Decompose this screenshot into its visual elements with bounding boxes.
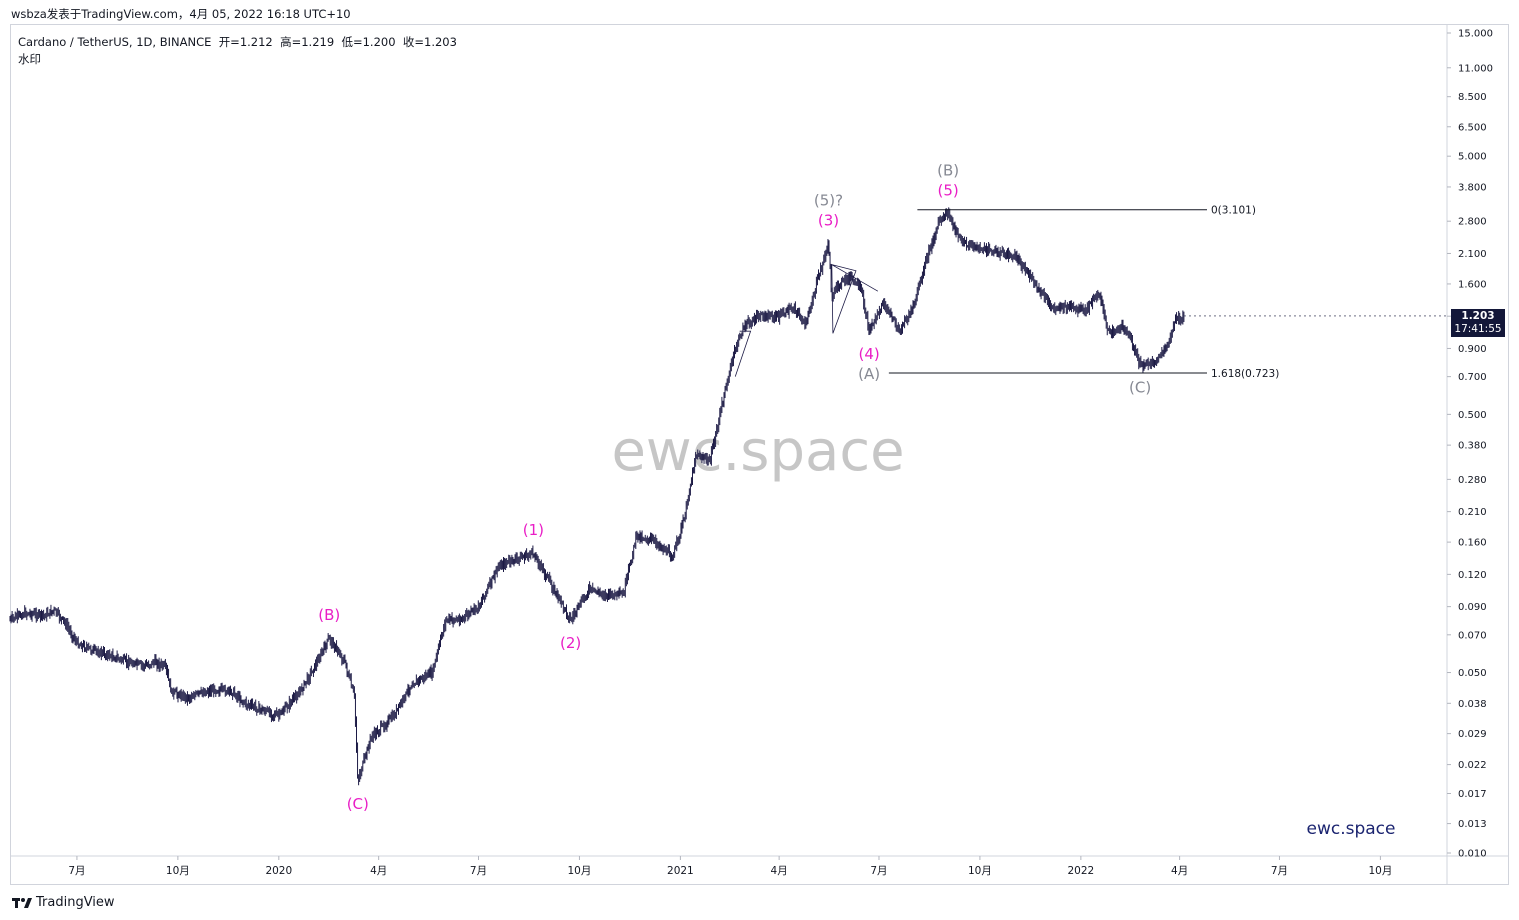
wave-label: (4): [858, 345, 879, 363]
legend-open-label: 开=: [218, 35, 240, 49]
y-tick-label: 0.050: [1458, 668, 1487, 679]
legend-high: 1.219: [301, 35, 335, 49]
wave-label: (5): [937, 181, 958, 199]
wave-label: (3): [818, 211, 839, 229]
x-tick-label: 4月: [771, 865, 788, 877]
x-tick-label: 7月: [870, 865, 887, 877]
fib-level-label: 0(3.101): [1211, 205, 1256, 217]
y-tick-label: 0.500: [1458, 410, 1487, 421]
y-tick-label: 3.800: [1458, 182, 1487, 193]
x-tick-label: 2021: [667, 865, 694, 877]
legend-symbol: Cardano / TetherUS, 1D, BINANCE: [18, 35, 212, 49]
fib-level-label: 1.618(0.723): [1211, 368, 1279, 380]
x-tick-label: 10月: [568, 865, 592, 877]
candles-group: [9, 207, 1185, 786]
triangle-drawing: [734, 330, 752, 377]
x-tick-label: 10月: [166, 865, 190, 877]
y-tick-label: 0.280: [1458, 475, 1487, 486]
y-tick-label: 2.800: [1458, 217, 1487, 228]
y-tick-label: 6.500: [1458, 122, 1487, 133]
x-tick-label: 7月: [1271, 865, 1288, 877]
x-tick-label: 7月: [470, 865, 487, 877]
legend-low-label: 低=: [341, 35, 363, 49]
watermark-center: ewc.space: [611, 419, 904, 484]
wave-label: (B): [318, 606, 340, 624]
legend-close-label: 收=: [402, 35, 424, 49]
wave-label: (5)?: [814, 191, 843, 209]
wave-label: (A): [858, 365, 880, 383]
wave-label: (2): [560, 634, 581, 652]
y-tick-label: 0.017: [1458, 789, 1487, 800]
triangle-drawing: [831, 263, 879, 334]
x-tick-label: 10月: [1368, 865, 1392, 877]
x-tick-label: 10月: [968, 865, 992, 877]
y-tick-label: 11.000: [1458, 63, 1493, 74]
legend-low: 1.200: [362, 35, 396, 49]
y-tick-label: 0.070: [1458, 630, 1487, 641]
watermark-corner: ewc.space: [1307, 819, 1396, 839]
wave-label: (C): [347, 795, 369, 813]
wave-label: (C): [1129, 379, 1151, 397]
y-tick-label: 0.038: [1458, 699, 1487, 710]
symbol-legend: Cardano / TetherUS, 1D, BINANCE 开=1.212 …: [18, 34, 457, 50]
chart-frame: [10, 24, 1509, 885]
y-tick-label: 0.160: [1458, 538, 1487, 549]
y-tick-label: 0.022: [1458, 760, 1487, 771]
publish-caption: wsbza发表于TradingView.com，4月 05, 2022 16:1…: [11, 7, 351, 21]
bar-countdown: 17:41:55: [1454, 323, 1502, 335]
y-tick-label: 1.600: [1458, 279, 1487, 290]
y-tick-label: 0.380: [1458, 441, 1487, 452]
watermark-legend-label: 水印: [18, 52, 41, 66]
legend-open: 1.212: [239, 35, 273, 49]
tradingview-logo-text: TradingView: [36, 895, 115, 910]
tradingview-logo[interactable]: TradingView: [12, 895, 115, 910]
y-tick-label: 0.029: [1458, 729, 1487, 740]
legend-close: 1.203: [424, 35, 457, 49]
y-tick-label: 0.010: [1458, 849, 1487, 860]
x-tick-label: 4月: [370, 865, 387, 877]
y-tick-label: 0.900: [1458, 344, 1487, 355]
y-tick-label: 2.100: [1458, 249, 1487, 260]
wave-label: (1): [523, 521, 544, 539]
legend-high-label: 高=: [280, 35, 302, 49]
x-tick-label: 7月: [68, 865, 85, 877]
last-price: 1.203: [1461, 310, 1495, 322]
x-tick-label: 4月: [1171, 865, 1188, 877]
y-tick-label: 0.700: [1458, 372, 1487, 383]
tradingview-logo-icon: [12, 897, 32, 908]
y-tick-label: 0.120: [1458, 570, 1487, 581]
y-tick-label: 0.090: [1458, 602, 1487, 613]
y-tick-label: 8.500: [1458, 92, 1487, 103]
y-tick-label: 0.013: [1458, 819, 1487, 830]
y-tick-label: 15.000: [1458, 29, 1493, 40]
last-price-badge: 1.203 17:41:55: [1451, 309, 1505, 337]
y-tick-label: 5.000: [1458, 152, 1487, 163]
x-tick-label: 2022: [1067, 865, 1094, 877]
x-tick-label: 2020: [265, 865, 292, 877]
y-tick-label: 0.210: [1458, 507, 1487, 518]
wave-label: (B): [937, 161, 959, 179]
